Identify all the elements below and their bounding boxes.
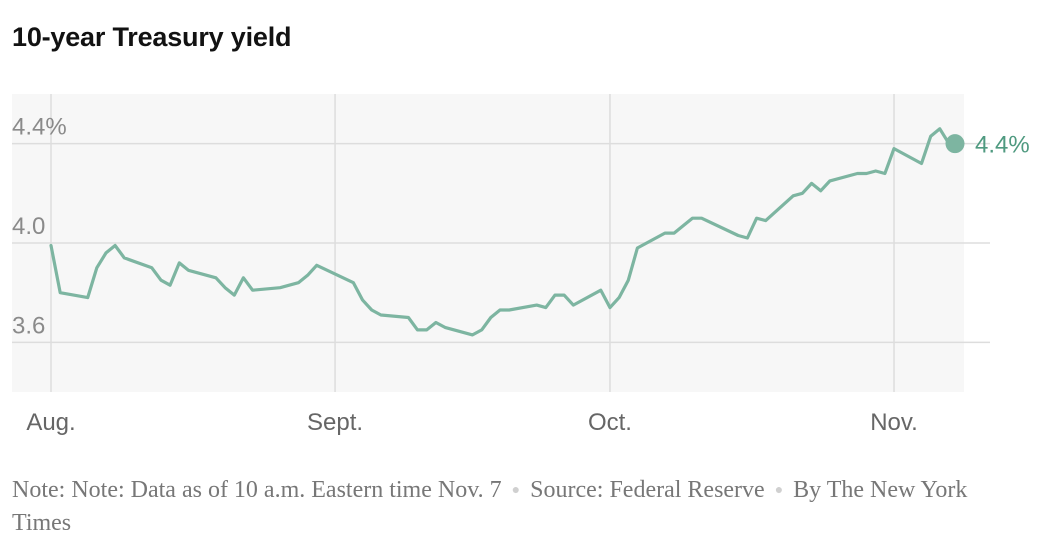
- chart-title: 10-year Treasury yield: [12, 22, 292, 52]
- y-tick-label: 3.6: [12, 312, 45, 339]
- x-tick-label: Oct.: [588, 409, 632, 436]
- y-tick-label: 4.4%: [12, 114, 67, 141]
- y-tick-label: 4.0: [12, 213, 45, 240]
- x-tick-label: Sept.: [307, 409, 363, 436]
- x-tick-label: Nov.: [870, 409, 918, 436]
- last-value-dot: [945, 134, 965, 154]
- separator-dot: ●: [774, 483, 784, 498]
- series-line: [49, 127, 951, 337]
- footer-byline: By The New York Times: [12, 477, 968, 536]
- x-tick-label: Aug.: [26, 409, 75, 436]
- y-axis: 4.4% 4.0 3.6: [12, 114, 67, 340]
- horizontal-gridlines: [12, 142, 990, 344]
- chart-footer: Note: Note: Data as of 10 a.m. Eastern t…: [12, 474, 1032, 539]
- x-axis: Aug. Sept. Oct. Nov.: [26, 409, 917, 436]
- line-chart: Aug. Sept. Oct. Nov. 4.4% 4.4% 4.0 3.6: [12, 94, 1030, 436]
- separator-dot: ●: [511, 483, 521, 498]
- footer-source: Source: Federal Reserve: [530, 477, 765, 503]
- footer-note: Note: Note: Data as of 10 a.m. Eastern t…: [12, 477, 502, 503]
- last-value-label: 4.4%: [975, 132, 1030, 159]
